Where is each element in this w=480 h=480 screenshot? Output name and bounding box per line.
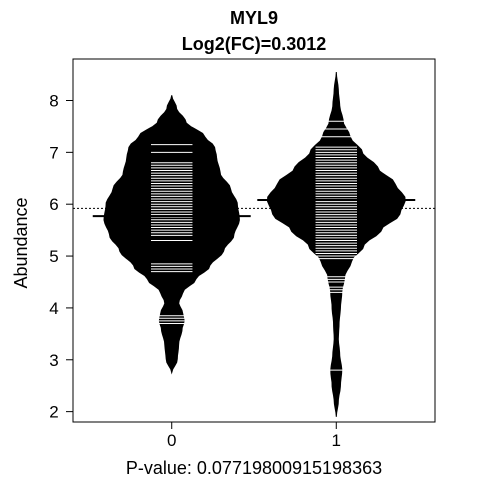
plot-frame <box>72 58 436 423</box>
x-tick-label: 1 <box>332 431 341 450</box>
chart-subtitle: Log2(FC)=0.3012 <box>182 34 327 54</box>
y-tick-label: 4 <box>49 299 58 318</box>
x-axis-title: P-value: 0.07719800915198363 <box>126 458 382 478</box>
y-tick-label: 3 <box>49 351 58 370</box>
bean-shape-0 <box>103 95 240 375</box>
y-tick-label: 5 <box>49 247 58 266</box>
chart-title: MYL9 <box>230 8 278 28</box>
y-tick-label: 7 <box>49 143 58 162</box>
y-axis-title: Abundance <box>11 197 31 288</box>
x-tick-label: 0 <box>167 431 176 450</box>
bean-shape-1 <box>266 71 406 417</box>
plot-area <box>73 71 435 417</box>
y-tick-label: 8 <box>49 91 58 110</box>
y-tick-label: 2 <box>49 403 58 422</box>
y-tick-label: 6 <box>49 195 58 214</box>
